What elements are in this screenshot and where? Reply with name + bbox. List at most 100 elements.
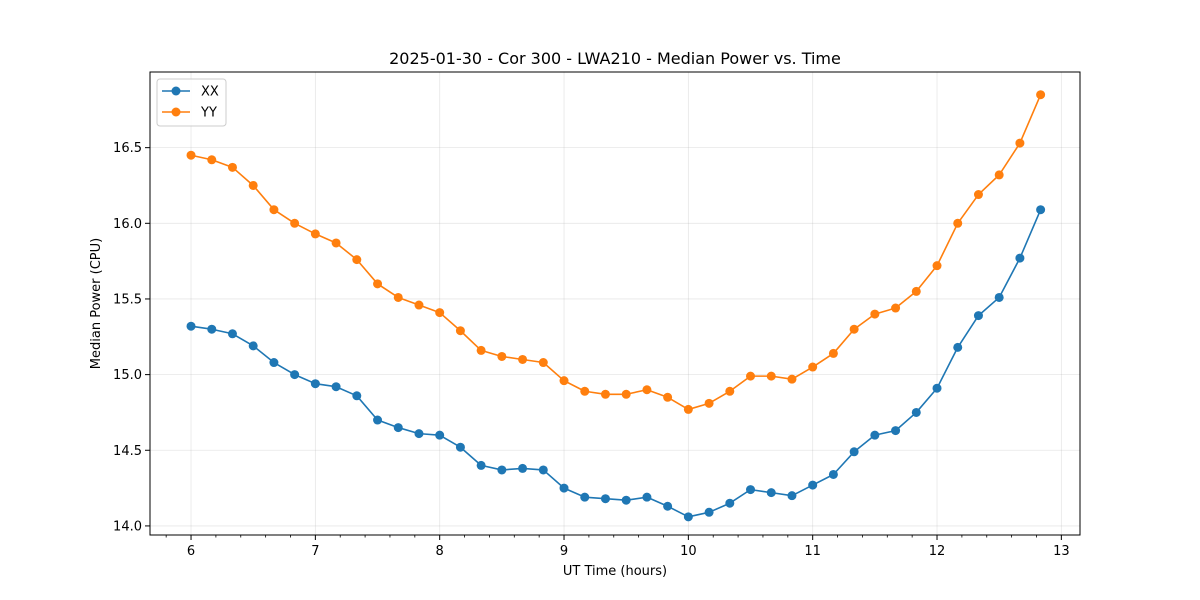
data-point-yy <box>849 324 859 334</box>
x-tick-label: 6 <box>187 544 195 559</box>
data-point-yy <box>518 354 528 364</box>
data-point-yy <box>787 374 797 384</box>
plot-frame <box>149 71 1081 536</box>
data-point-xx <box>766 488 776 498</box>
data-point-xx <box>911 407 921 417</box>
data-point-xx <box>642 492 652 502</box>
data-point-yy <box>953 218 963 228</box>
data-point-xx <box>227 329 237 339</box>
y-tick-label: 14.5 <box>113 444 142 459</box>
data-point-yy <box>373 279 383 289</box>
series-lines <box>190 94 1042 518</box>
x-tick-label: 7 <box>311 544 319 559</box>
data-point-yy <box>559 376 569 386</box>
data-point-yy <box>1015 138 1025 148</box>
data-point-yy <box>932 261 942 271</box>
data-point-yy <box>269 205 279 215</box>
data-point-yy <box>290 218 300 228</box>
data-point-xx <box>891 426 901 436</box>
data-point-yy <box>393 292 403 302</box>
data-point-yy <box>683 404 693 414</box>
data-point-xx <box>207 324 217 334</box>
data-point-yy <box>994 170 1004 180</box>
data-point-xx <box>621 495 631 505</box>
legend-label-yy: YY <box>200 106 217 121</box>
legend: XX YY <box>156 78 227 127</box>
data-point-xx <box>435 430 445 440</box>
x-axis: 6 7 8 9 10 11 12 13 <box>165 535 1070 559</box>
data-point-xx <box>1036 205 1046 215</box>
data-point-xx <box>331 382 341 392</box>
data-point-yy <box>828 348 838 358</box>
data-point-yy <box>911 286 921 296</box>
data-point-xx <box>746 485 756 495</box>
data-point-xx <box>787 491 797 501</box>
data-point-xx <box>373 415 383 425</box>
legend-marker-xx <box>171 86 181 96</box>
data-point-yy <box>538 358 548 368</box>
y-tick-label: 16.5 <box>113 141 142 156</box>
y-axis: 14.0 14.5 15.0 15.5 16.0 16.5 <box>113 141 150 534</box>
y-tick-label: 14.0 <box>113 519 142 534</box>
x-tick-label: 11 <box>804 544 821 559</box>
data-point-xx <box>186 321 196 331</box>
x-tick-label: 9 <box>560 544 568 559</box>
data-point-xx <box>414 429 424 439</box>
x-tick-label: 13 <box>1053 544 1070 559</box>
data-point-xx <box>683 512 693 522</box>
data-point-xx <box>849 447 859 457</box>
data-point-yy <box>973 190 983 200</box>
data-point-yy <box>207 155 217 165</box>
data-point-xx <box>663 501 673 511</box>
data-point-xx <box>518 463 528 473</box>
grid <box>150 72 1080 535</box>
data-point-yy <box>455 326 465 336</box>
series-points <box>186 90 1046 522</box>
data-point-xx <box>352 391 362 401</box>
data-point-yy <box>1036 90 1046 100</box>
data-point-yy <box>227 162 237 172</box>
data-point-yy <box>476 345 486 355</box>
data-point-yy <box>642 385 652 395</box>
x-axis-label: UT Time (hours) <box>563 564 667 579</box>
data-point-xx <box>953 342 963 352</box>
data-point-yy <box>352 255 362 265</box>
y-tick-label: 16.0 <box>113 217 142 232</box>
data-point-xx <box>973 311 983 321</box>
data-point-xx <box>310 379 320 389</box>
data-point-yy <box>248 180 258 190</box>
data-point-xx <box>393 423 403 433</box>
data-point-xx <box>580 492 590 502</box>
data-point-xx <box>269 358 279 368</box>
data-point-xx <box>932 383 942 393</box>
data-point-yy <box>891 303 901 313</box>
data-point-yy <box>808 362 818 372</box>
chart-title: 2025-01-30 - Cor 300 - LWA210 - Median P… <box>389 49 841 68</box>
data-point-yy <box>621 389 631 399</box>
y-tick-label: 15.0 <box>113 368 142 383</box>
data-point-yy <box>600 389 610 399</box>
data-point-xx <box>808 480 818 490</box>
x-tick-label: 12 <box>929 544 946 559</box>
data-point-yy <box>663 392 673 402</box>
legend-label-xx: XX <box>201 85 219 100</box>
data-point-xx <box>600 494 610 504</box>
data-point-yy <box>310 229 320 239</box>
data-point-xx <box>538 465 548 475</box>
x-tick-label: 10 <box>680 544 697 559</box>
data-point-xx <box>828 469 838 479</box>
legend-marker-yy <box>171 107 181 117</box>
data-point-yy <box>766 371 776 381</box>
data-point-yy <box>497 351 507 361</box>
data-point-yy <box>580 386 590 396</box>
data-point-xx <box>870 430 880 440</box>
data-point-yy <box>725 386 735 396</box>
data-point-yy <box>414 300 424 310</box>
series-line-yy <box>190 94 1042 411</box>
data-point-xx <box>248 341 258 351</box>
data-point-xx <box>704 507 714 517</box>
data-point-xx <box>290 370 300 380</box>
data-point-xx <box>455 442 465 452</box>
data-point-yy <box>186 150 196 160</box>
